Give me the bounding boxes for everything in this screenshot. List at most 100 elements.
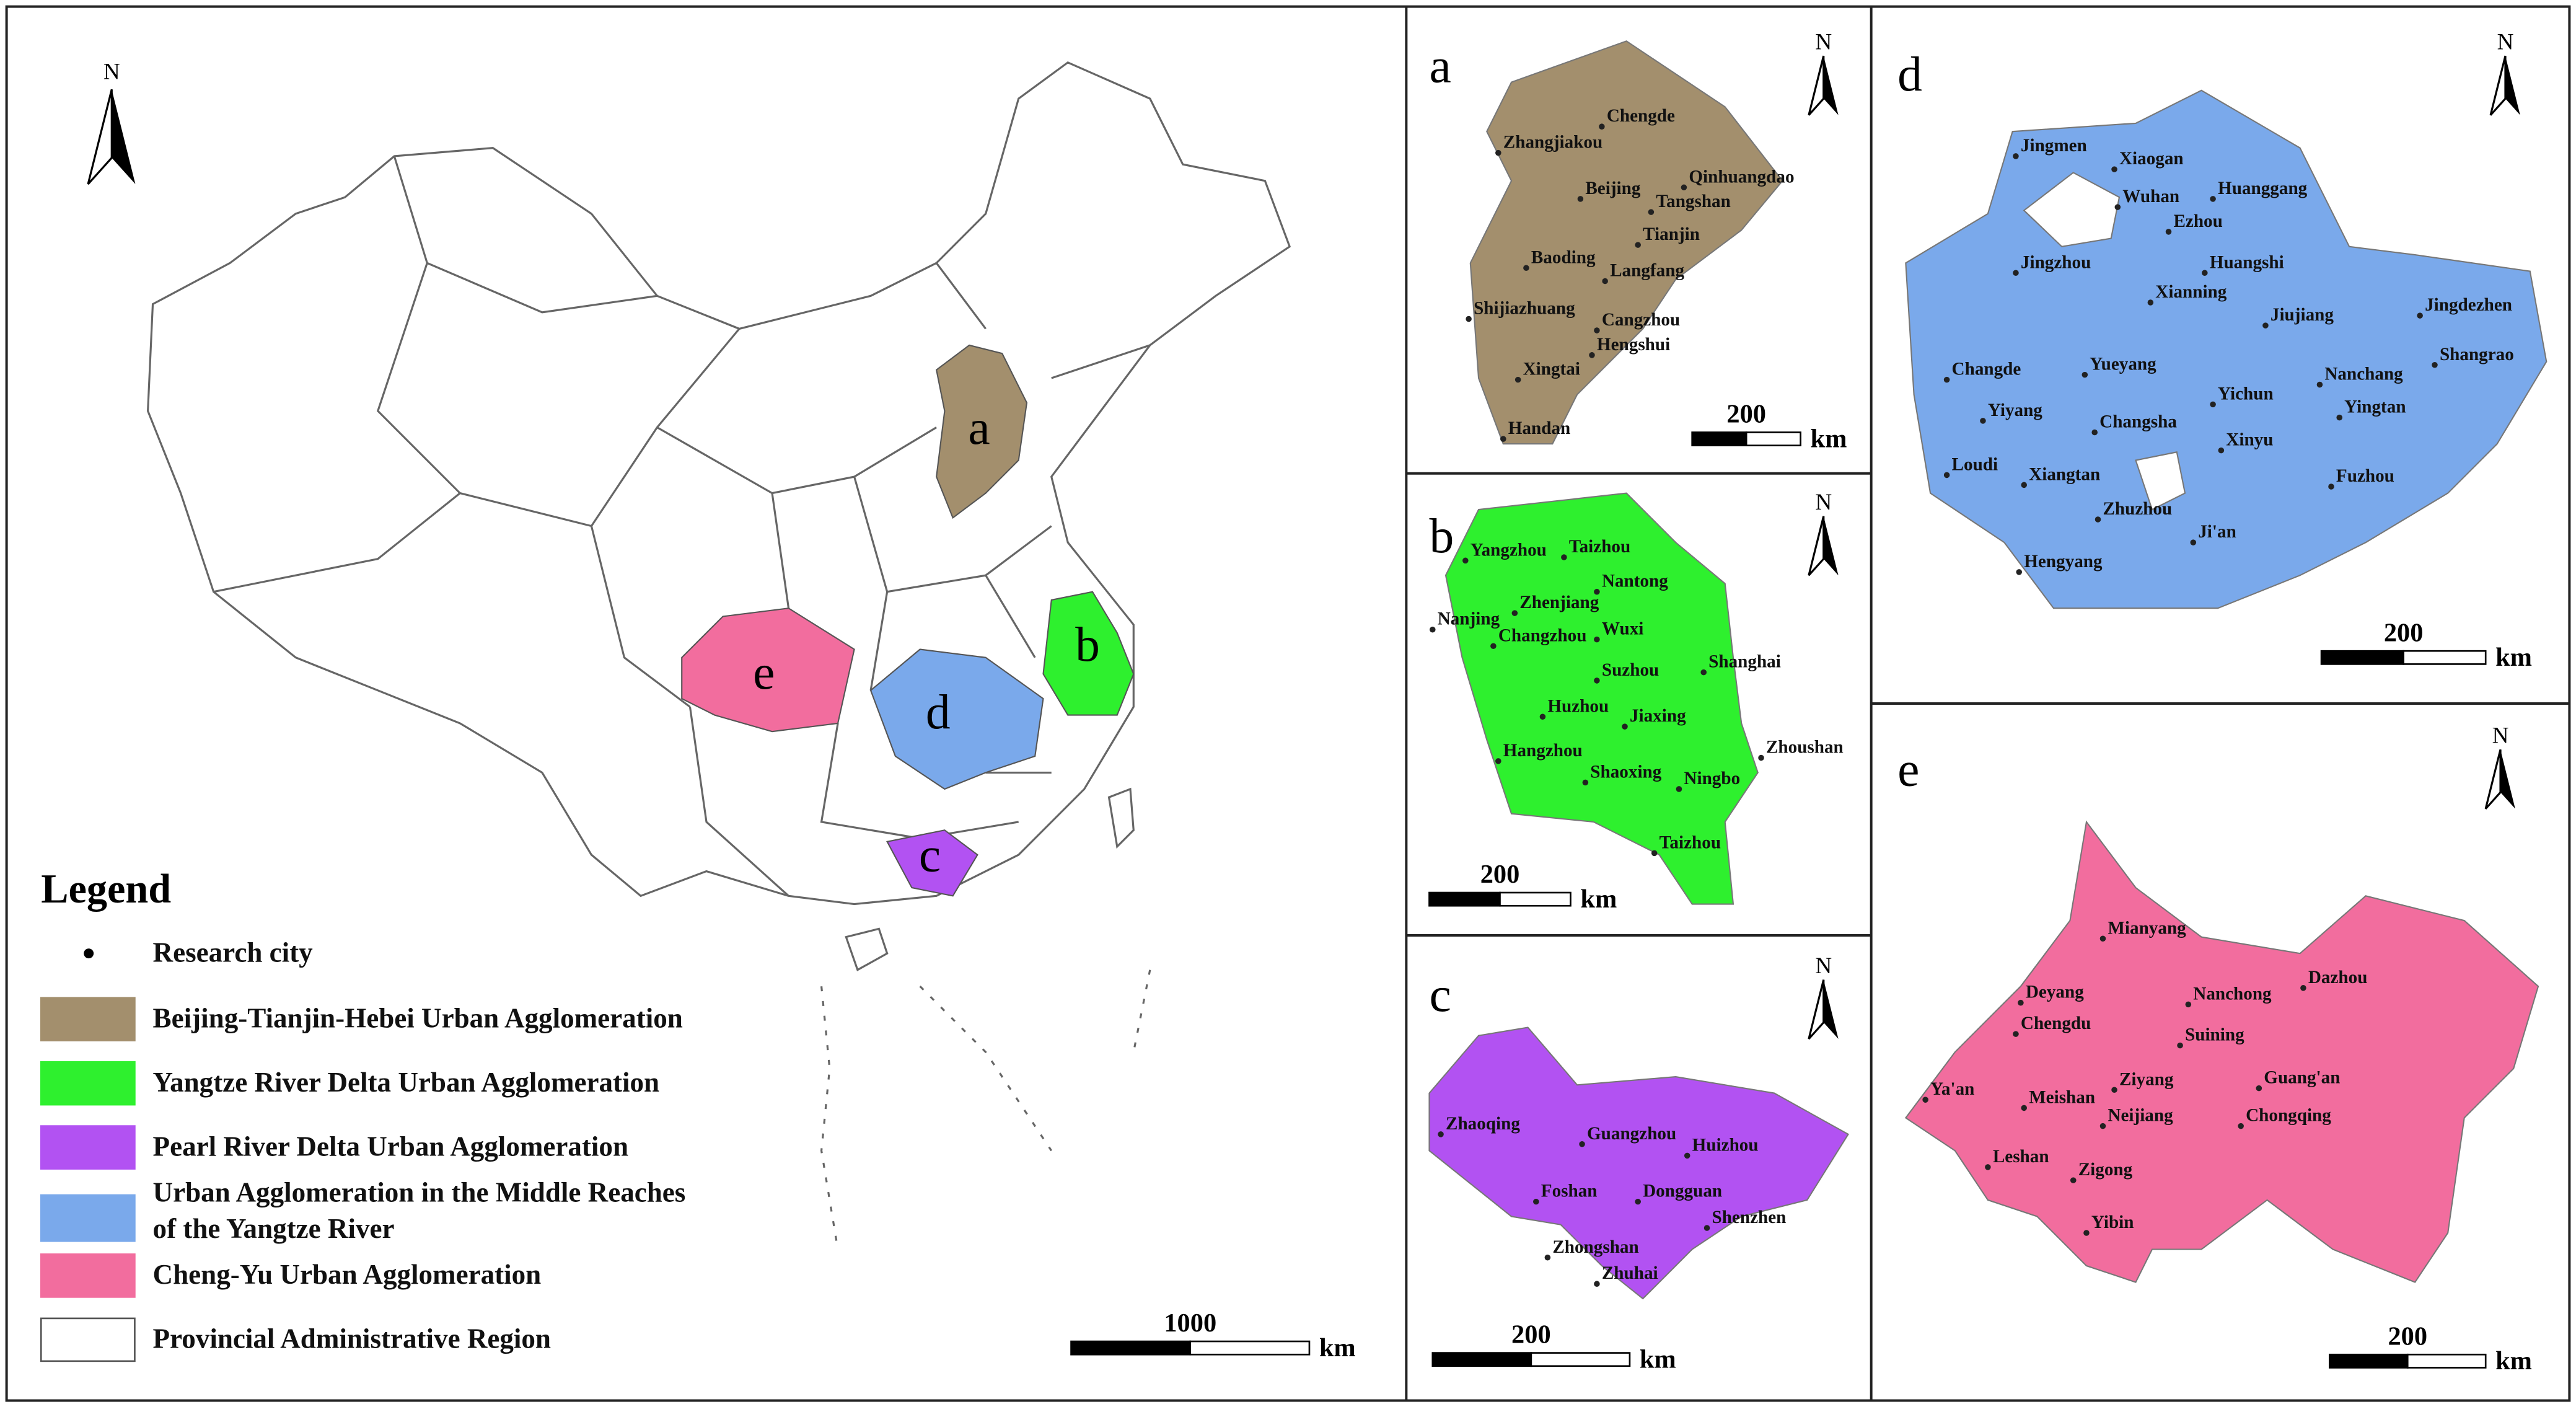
city-dot <box>1703 1225 1710 1231</box>
city-dot <box>1599 123 1605 130</box>
scale-bar <box>1070 1340 1192 1356</box>
city-label: Zhoushan <box>1766 738 1844 757</box>
city-dot <box>2081 371 2088 378</box>
city-label: Yichun <box>2218 384 2274 404</box>
labels: N 1000 km a b c d e Legend Research city Beijing-T… <box>40 30 2532 1375</box>
city-label: Jingmen <box>2021 136 2087 156</box>
city-label: Zhongshan <box>1552 1237 1638 1257</box>
city-dot <box>2316 381 2323 388</box>
city-dot <box>1943 376 1950 383</box>
city-label: Nanjing <box>1438 609 1500 629</box>
scale-bar <box>2320 650 2404 665</box>
city-label: Yueyang <box>2090 355 2156 374</box>
city-label: Yingtan <box>2344 397 2406 417</box>
panel-label: b <box>1429 509 1454 563</box>
city-dot <box>2262 322 2269 329</box>
city-label: Chongqing <box>2246 1106 2331 1126</box>
city-label: Huangshi <box>2210 252 2284 272</box>
north-label: N <box>2497 30 2514 55</box>
sea-boundary <box>820 969 1151 1250</box>
north-label: N <box>1815 490 1832 515</box>
city-dot <box>1676 786 1682 792</box>
city-label: Yangzhou <box>1470 540 1547 560</box>
region-label: b <box>1075 617 1100 672</box>
city-label: Hengshui <box>1597 335 1670 355</box>
city-label: Ezhou <box>2173 211 2222 231</box>
city-dot <box>1523 265 1529 271</box>
city-label: Yiyang <box>1988 400 2042 420</box>
city-dot <box>2021 1105 2027 1111</box>
region-label: e <box>753 645 775 700</box>
city-label: Shanghai <box>1708 652 1781 672</box>
city-dot <box>1985 1164 1991 1170</box>
city-dot <box>1438 1131 1444 1137</box>
north-label: N <box>103 59 120 84</box>
panel-region <box>1904 820 2539 1283</box>
city-label: Deyang <box>2026 982 2084 1002</box>
scale-unit: km <box>1580 885 1617 914</box>
city-dot <box>1594 327 1600 333</box>
scale-bar <box>2406 1353 2487 1369</box>
panel-region <box>1469 40 1783 445</box>
city-dot <box>2336 414 2343 421</box>
city-dot <box>1462 557 1469 564</box>
city-dot <box>1681 184 1687 191</box>
city-dot <box>1579 1141 1585 1147</box>
city-dot <box>2210 401 2216 408</box>
scale-value: 200 <box>1511 1320 1551 1349</box>
city-label: Qinhuangdao <box>1689 167 1794 187</box>
city-dot <box>2328 483 2334 490</box>
city-dot <box>2070 1177 2077 1183</box>
city-label: Guang'an <box>2264 1068 2340 1088</box>
legend-label: Urban Agglomeration in the Middle Reache… <box>153 1177 686 1208</box>
legend-title: Legend <box>41 867 171 912</box>
city-dot <box>2013 270 2019 276</box>
legend-label: Yangtze River Delta Urban Agglomeration <box>153 1067 660 1098</box>
city-dot <box>2165 229 2172 235</box>
city-dot <box>1533 1198 1539 1205</box>
scale-unit: km <box>1811 424 1847 453</box>
north-label: N <box>2492 723 2509 749</box>
city-label: Shangrao <box>2440 345 2514 364</box>
legend-swatch <box>40 1317 136 1362</box>
city-label: Hengyang <box>2024 552 2103 572</box>
scale-value: 200 <box>2388 1322 2427 1351</box>
city-label: Shenzhen <box>1712 1207 1786 1227</box>
scale-value: 200 <box>1480 860 1520 889</box>
scale-bar <box>1530 1352 1631 1367</box>
city-dot <box>1577 196 1584 202</box>
city-dot <box>1466 316 1472 322</box>
city-dot <box>2091 429 2098 436</box>
city-dot <box>2013 1031 2019 1037</box>
city-label: Tianjin <box>1643 224 1700 244</box>
panel-label: c <box>1429 968 1451 1022</box>
panel-label: e <box>1897 743 1919 797</box>
city-dot <box>1594 678 1600 684</box>
legend-swatch <box>40 1253 136 1298</box>
city-label: Wuhan <box>2122 187 2179 206</box>
city-dot <box>2111 1087 2117 1093</box>
city-label: Jiujiang <box>2270 305 2334 325</box>
city-label: Zigong <box>2078 1160 2133 1180</box>
region-label: d <box>926 685 951 739</box>
agglomeration-shapes <box>681 344 1135 897</box>
city-dot <box>2300 985 2306 991</box>
city-label: Suzhou <box>1602 660 1659 680</box>
city-dot <box>1651 850 1658 857</box>
city-dot <box>2021 482 2027 488</box>
city-dot <box>2185 1001 2192 1008</box>
city-label: Xianning <box>2155 282 2227 302</box>
panel-region <box>1428 1026 1850 1300</box>
city-label: Langfang <box>1610 261 1684 281</box>
city-label: Neijiang <box>2108 1106 2173 1126</box>
city-dot <box>1635 242 1641 248</box>
scale-value: 1000 <box>1164 1309 1216 1338</box>
city-label: Jingdezhen <box>2425 295 2512 315</box>
city-dot <box>1594 1281 1600 1287</box>
scale-bar <box>1431 1352 1532 1367</box>
scale-bar <box>1691 431 1747 447</box>
scale-bar <box>1189 1340 1311 1356</box>
lake-hole <box>2023 172 2121 247</box>
